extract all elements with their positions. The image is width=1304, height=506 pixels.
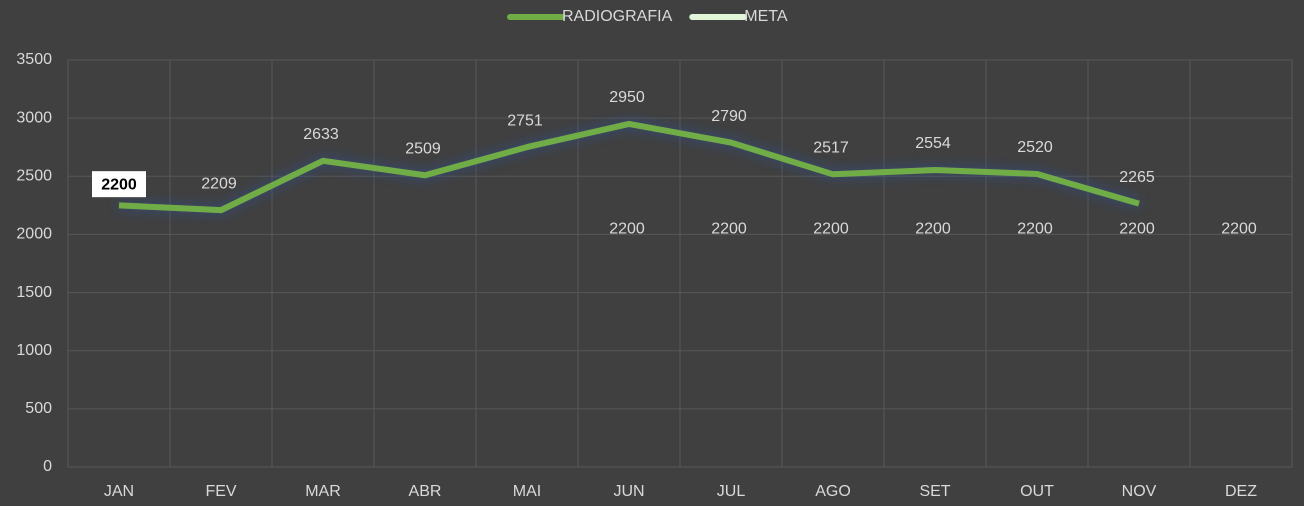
x-tick-label: OUT	[1020, 483, 1054, 500]
x-tick-label: ABR	[409, 483, 442, 500]
data-label: 2520	[1017, 139, 1053, 156]
data-label: 2200	[915, 220, 951, 237]
legend-label: META	[744, 8, 788, 25]
x-tick-label: JUL	[717, 483, 746, 500]
y-tick-label: 0	[43, 458, 52, 475]
y-tick-label: 3000	[16, 109, 52, 126]
data-label: 2200	[1119, 220, 1155, 237]
x-tick-label: NOV	[1122, 483, 1157, 500]
lines	[118, 120, 1241, 215]
x-tick-label: JAN	[104, 483, 134, 500]
y-tick-label: 1500	[16, 284, 52, 301]
data-label: 2554	[915, 135, 951, 152]
data-label: 2751	[507, 112, 543, 129]
data-label: 2517	[813, 140, 849, 157]
x-tick-label: JUN	[613, 483, 644, 500]
data-label: 2790	[711, 108, 747, 125]
legend-label: RADIOGRAFIA	[562, 8, 673, 25]
y-tick-label: 3500	[16, 51, 52, 68]
y-tick-label: 2000	[16, 226, 52, 243]
x-tick-label: FEV	[205, 483, 236, 500]
grid	[67, 59, 1293, 468]
data-label: 2200	[1017, 220, 1053, 237]
x-tick-label: MAR	[305, 483, 341, 500]
x-tick-label: AGO	[815, 483, 851, 500]
data-label: 2265	[1119, 169, 1155, 186]
x-tick-label: SET	[919, 483, 950, 500]
data-label: 2509	[405, 140, 441, 157]
y-tick-label: 500	[25, 400, 52, 417]
data-label: 2200	[609, 220, 645, 237]
series-line	[118, 120, 1140, 214]
data-label: 2950	[609, 89, 645, 106]
data-label-box	[92, 171, 146, 198]
x-tick-label: MAI	[513, 483, 541, 500]
x-tick-label: DEZ	[1225, 483, 1257, 500]
y-tick-label: 1000	[16, 342, 52, 359]
data-label: 2633	[303, 126, 339, 143]
y-tick-label: 2500	[16, 168, 52, 185]
data-label: 2200	[1221, 220, 1257, 237]
data-label: 2209	[201, 175, 237, 192]
data-label: 2200	[711, 220, 747, 237]
data-label: 2200	[813, 220, 849, 237]
labels: 0 500 1000 1500 2000 2500 3000 3500 JAN FEV MAR ABR…	[16, 8, 1257, 500]
data-label: 2200	[101, 176, 137, 193]
